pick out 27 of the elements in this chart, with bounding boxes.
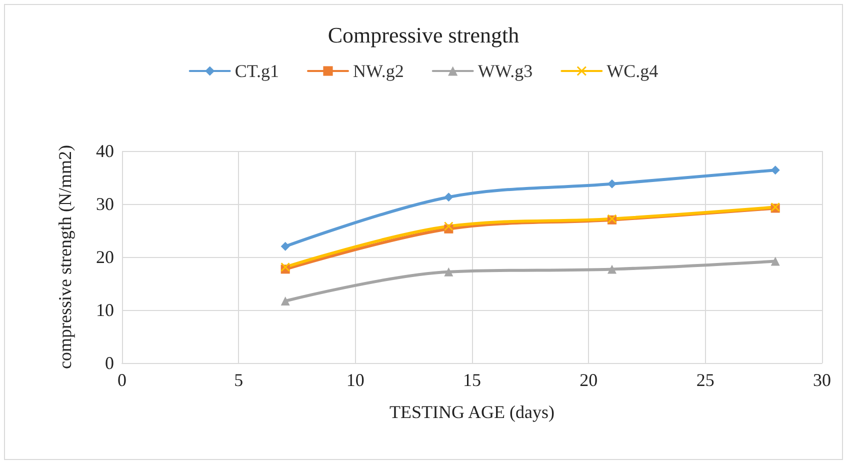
x-tick-label: 0 xyxy=(118,370,126,390)
legend-label: WW.g3 xyxy=(478,61,533,81)
point xyxy=(280,242,290,251)
point xyxy=(770,256,780,266)
y-tick-label: 40 xyxy=(96,141,114,161)
x-tick-label: 30 xyxy=(813,370,831,390)
point xyxy=(608,179,616,188)
x-tick-label: 5 xyxy=(234,370,244,390)
x-axis-title: TESTING AGE (days) xyxy=(390,402,554,422)
x-tick-label: 10 xyxy=(346,370,364,390)
chart-title: Compressive strength xyxy=(328,22,520,48)
point xyxy=(608,264,616,274)
point xyxy=(280,296,290,306)
y-axis-title: compressive strength (N/mm2) xyxy=(55,145,75,369)
y-tick-label: 20 xyxy=(96,247,114,267)
y-tick-label: 30 xyxy=(96,194,114,214)
legend-label: CT.g1 xyxy=(234,61,280,81)
y-tick-label: 10 xyxy=(96,300,114,320)
legend-label: WC.g4 xyxy=(606,61,658,81)
x-tick-label: 15 xyxy=(463,370,481,390)
x-tick-label: 25 xyxy=(696,370,714,390)
point xyxy=(444,192,454,202)
point xyxy=(444,267,454,276)
y-tick-label: 0 xyxy=(105,353,114,373)
legend-label: NW.g2 xyxy=(353,61,404,81)
x-tick-label: 20 xyxy=(580,370,598,390)
point xyxy=(444,222,454,231)
